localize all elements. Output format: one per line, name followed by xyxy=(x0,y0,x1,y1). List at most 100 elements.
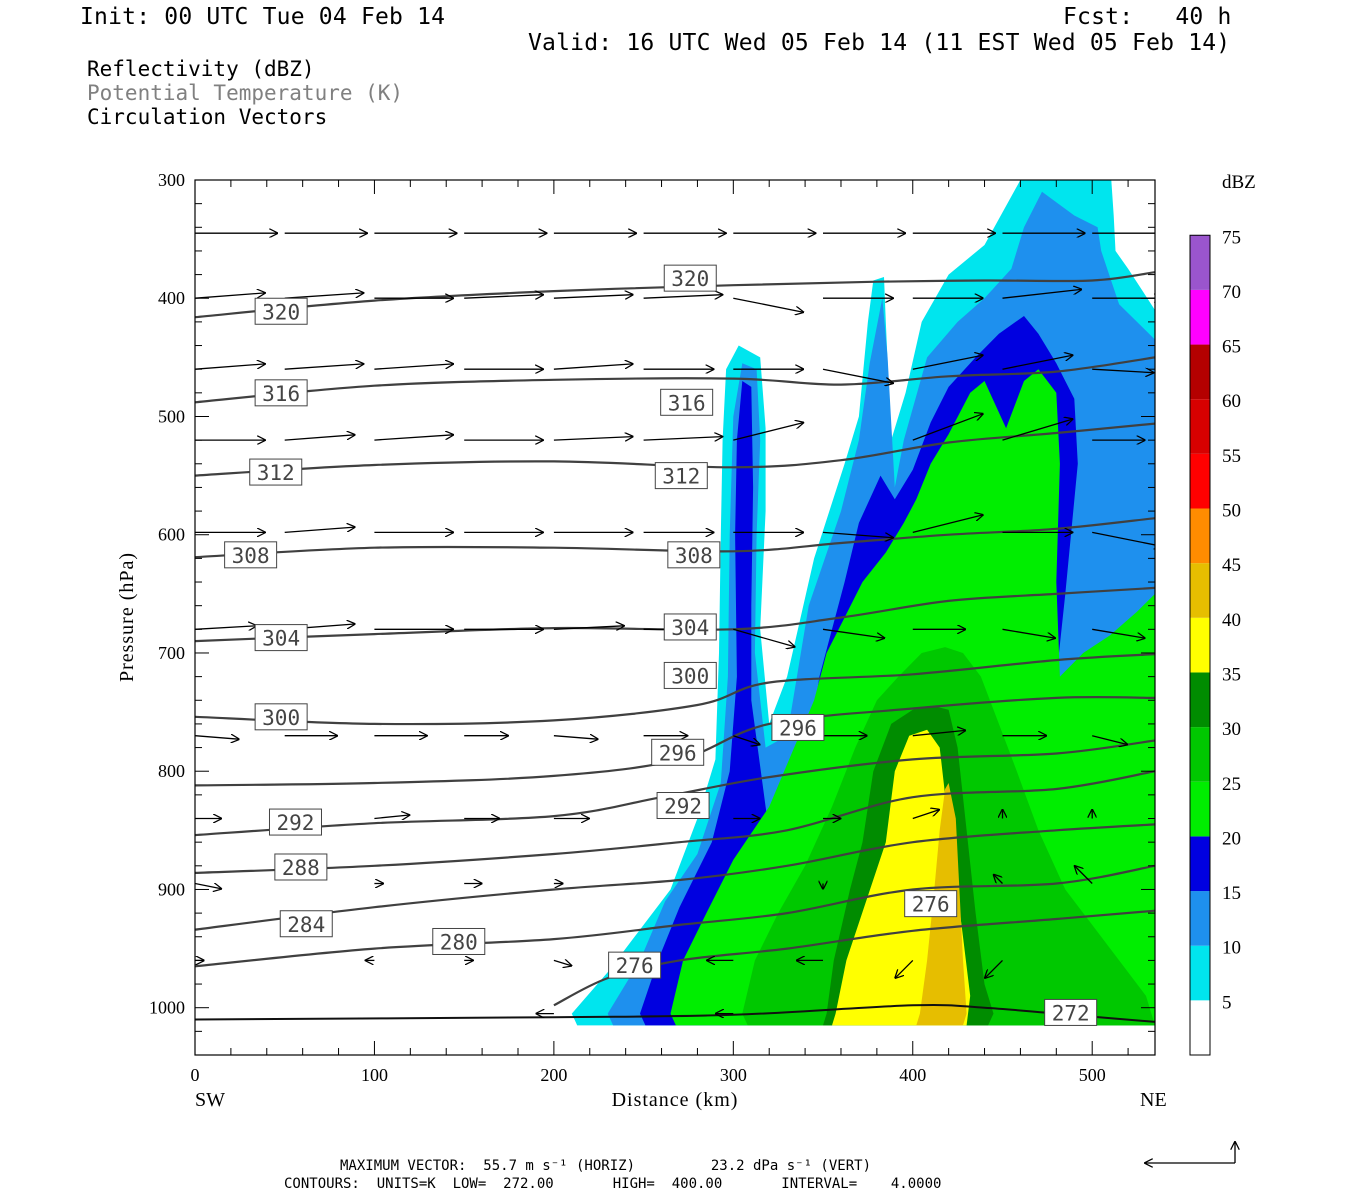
colorbar-swatch xyxy=(1190,453,1210,509)
theta-contour-308 xyxy=(195,517,1155,559)
colorbar-swatch xyxy=(1190,289,1210,345)
circulation-vector xyxy=(733,423,803,441)
y-tick-label: 700 xyxy=(158,643,185,663)
contour-label-292: 292 xyxy=(664,795,702,819)
theta-contour-292 xyxy=(195,739,1155,837)
colorbar-tick-label: 25 xyxy=(1222,774,1241,795)
circulation-vector xyxy=(643,295,723,299)
circulation-vector xyxy=(733,735,759,745)
contour-label-box xyxy=(268,808,322,836)
x-tick-label: 100 xyxy=(361,1065,388,1085)
circulation-vector xyxy=(1092,735,1127,745)
circulation-vector xyxy=(912,355,983,370)
colorbar-tick-label: 15 xyxy=(1222,883,1241,904)
contour-label-308: 308 xyxy=(675,544,713,568)
theta-contour-284 xyxy=(195,823,1155,931)
theta-contour-316 xyxy=(195,356,1155,404)
contour-label-284: 284 xyxy=(287,913,325,937)
circulation-vector xyxy=(822,531,893,537)
colorbar-swatch xyxy=(1190,235,1210,290)
circulation-vector xyxy=(994,875,1003,884)
max-vector-note: MAXIMUM VECTOR: 55.7 m s⁻¹ (HORIZ) 23.2 … xyxy=(340,1158,872,1174)
contours-note: CONTOURS: UNITS=K LOW= 272.00 HIGH= 400.… xyxy=(284,1176,942,1192)
contour-label-276: 276 xyxy=(912,893,950,917)
contour-label-308: 308 xyxy=(232,544,270,568)
theta-contour-296 xyxy=(195,696,1155,787)
circulation-vector xyxy=(284,293,364,299)
circulation-vector xyxy=(195,364,265,370)
colorbar-tick-label: 35 xyxy=(1222,664,1241,685)
contour-label-288: 288 xyxy=(282,856,320,880)
circulation-vector xyxy=(1002,289,1082,299)
contour-label-box xyxy=(667,541,721,569)
circulation-vector xyxy=(912,414,983,441)
circulation-vector xyxy=(895,959,914,978)
contour-label-276: 276 xyxy=(616,954,654,978)
contour-label-box xyxy=(663,613,717,641)
x-end-label-left: SW xyxy=(195,1089,225,1111)
y-tick-label: 900 xyxy=(158,879,185,899)
legend-potential-temperature: Potential Temperature (K) xyxy=(87,81,404,105)
colorbar-tick-label: 30 xyxy=(1222,719,1241,740)
x-end-label-right: NE xyxy=(1140,1089,1167,1111)
circulation-vector xyxy=(374,364,453,370)
circulation-vector xyxy=(912,730,966,737)
circulation-vector xyxy=(733,297,803,312)
axes: 300 400 500 600 700 800 900 1000 0 100 200 300 400 50… xyxy=(116,170,1167,1111)
contour-label-box xyxy=(432,927,486,955)
circulation-vector xyxy=(553,364,633,370)
colorbar-tick-label: 65 xyxy=(1222,337,1241,358)
contour-label-box xyxy=(654,462,708,490)
contour-label-box xyxy=(608,951,662,979)
colorbar-tick-label: 55 xyxy=(1222,446,1241,467)
theta-contour-312 xyxy=(195,422,1155,477)
contour-label-box xyxy=(279,910,333,938)
x-tick-label: 400 xyxy=(899,1065,926,1085)
colorbar-swatch xyxy=(1190,617,1210,673)
colorbar-swatch xyxy=(1190,945,1210,1001)
circulation-vector xyxy=(464,295,543,299)
plot-frame xyxy=(194,179,1156,1056)
contour-label-box xyxy=(904,890,958,918)
contour-labels: 320 320 316 316 312 312 308 308 304 304 300 300 296 2… xyxy=(224,264,1098,1026)
circulation-vector xyxy=(1092,628,1145,638)
circulation-vector xyxy=(195,626,256,630)
circulation-vectors xyxy=(195,233,1155,1013)
legend-circulation-vectors: Circulation Vectors xyxy=(87,105,328,129)
colorbar-swatch xyxy=(1190,672,1210,728)
circulation-vector xyxy=(195,736,239,740)
contour-label-304: 304 xyxy=(671,616,709,640)
colorbar-tick-label: 5 xyxy=(1222,992,1232,1013)
theta-contour-280 xyxy=(195,864,1155,968)
colorbar-tick-label: 75 xyxy=(1222,227,1241,248)
y-tick-label: 800 xyxy=(158,761,185,781)
legend-reflectivity: Reflectivity (dBZ) xyxy=(87,57,315,81)
circulation-vector xyxy=(553,960,572,965)
circulation-vector xyxy=(1002,355,1073,370)
contour-label-300: 300 xyxy=(262,706,300,730)
contour-label-312: 312 xyxy=(257,461,295,485)
circulation-vector xyxy=(553,736,598,740)
reference-vector xyxy=(1145,1142,1235,1163)
theta-contours xyxy=(195,271,1155,1023)
init-time: Init: 00 UTC Tue 04 Feb 14 xyxy=(80,4,446,30)
contour-label-box xyxy=(224,541,278,569)
contour-label-box xyxy=(663,264,717,292)
theta-contour-320 xyxy=(195,271,1155,319)
reflectivity-fill xyxy=(571,180,1155,1026)
circulation-vector xyxy=(553,626,624,630)
theta-contour-288 xyxy=(195,770,1155,874)
contour-label-box xyxy=(656,792,710,820)
colorbar-tick-label: 40 xyxy=(1222,610,1241,631)
contour-label-box xyxy=(254,703,308,731)
y-tick-label: 1000 xyxy=(149,998,185,1018)
contour-label-box xyxy=(254,297,308,325)
colorbar-tick-label: 50 xyxy=(1222,501,1241,522)
y-tick-label: 500 xyxy=(158,406,185,426)
forecast-hour: Fcst: 40 h xyxy=(1063,4,1232,30)
y-tick-label: 300 xyxy=(158,170,185,190)
circulation-vector xyxy=(195,293,265,299)
colorbar: 5 10 15 20 25 30 35 40 45 50 55 60 65 70 75 dBZ xyxy=(1189,172,1256,1056)
circulation-vector xyxy=(553,295,633,299)
